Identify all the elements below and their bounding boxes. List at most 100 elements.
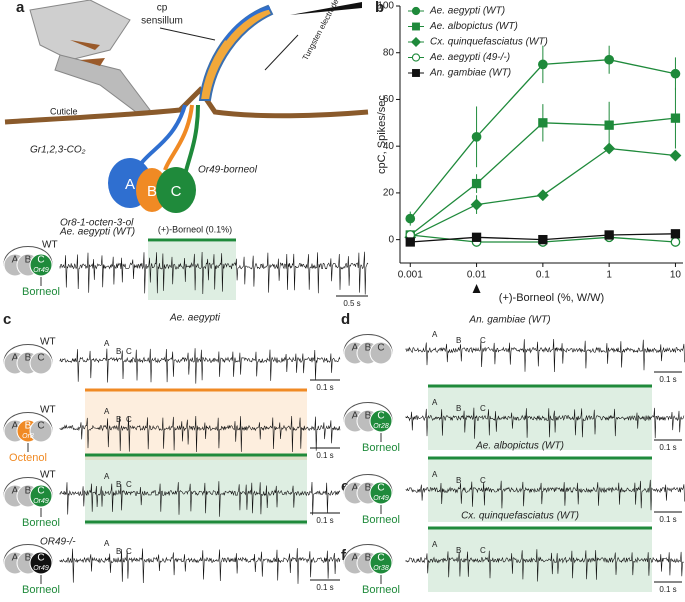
label: Cuticle [50,106,78,116]
marker [670,229,681,239]
stimulus-shade [85,522,307,592]
spike-letter: A [104,472,110,481]
neuron-letter: A [352,343,359,354]
neuron-letter: C [377,411,384,422]
neuron [369,341,393,365]
neuron-letter: B [25,486,32,497]
odor: Octenol [9,452,47,464]
spike-letter: B [456,404,461,413]
receptor: Or49 [33,565,49,572]
x-tick-label: 0.1 [536,270,550,281]
trace [405,338,685,373]
neuron [29,484,53,508]
odor: Borneol [22,584,60,596]
trace [59,251,369,295]
scale-label: 0.1 s [659,443,676,452]
label: cp [157,3,168,14]
icon-outline [3,544,53,565]
marker [538,234,548,245]
neuron [369,409,393,433]
panel-label: b [375,0,384,16]
marker [471,178,482,189]
spike-letter: A [432,540,438,549]
spike-letter: B [116,480,121,489]
panel-title: An. gambiae (WT) [468,315,550,326]
icon-outline [3,412,53,433]
label: Tungsten electrode [301,0,341,62]
label: Or8-1-octen-3-ol [60,218,134,229]
trace [59,548,341,584]
marker [411,53,421,62]
panel-label: d [341,311,350,328]
neuron-letter: C [37,553,44,564]
marker [405,213,416,224]
icon-outline [3,477,53,498]
x-axis-label: (+)-Borneol (%, W/W) [499,292,604,304]
odor: Borneol [22,517,60,529]
trace [59,348,341,384]
y-tick-label: 40 [383,141,395,152]
leader [159,27,216,41]
scale-label: 0.1 s [316,451,333,460]
legend-label: Ae. albopictus (WT) [429,21,518,32]
neuron-letter: C [37,486,44,497]
y-tick-label: 100 [377,1,394,12]
marker [669,149,682,162]
icon-outline [3,246,53,267]
label: Or49-borneol [198,165,258,176]
genotype: WT [40,470,56,481]
icon-outline [343,474,393,495]
marker [412,69,420,77]
spike-letter: A [104,407,110,416]
marker [670,113,681,123]
receptor: Or38 [373,565,389,572]
neuron-letter: A [12,486,19,497]
marker [670,68,681,79]
label: Gr1,2,3-CO₂ [30,145,86,156]
trace-title: Ae. aegypti (WT) [59,227,135,238]
scale-label: 0.1 s [659,585,676,594]
leader [264,34,299,71]
genotype: WT [40,405,56,416]
trace [405,407,685,439]
spike-letter: A [104,539,110,548]
spike-letter: C [480,546,486,555]
legend-label: An. gambiae (WT) [429,68,511,79]
marker [536,189,549,202]
odor: Borneol [362,514,400,526]
neuron-letter: B [25,421,32,432]
odor: Borneol [362,442,400,454]
spike-letter: C [480,404,486,413]
receptor: Or49 [33,267,49,274]
neuron-letter: A [352,553,359,564]
receptor: Or49 [33,498,49,505]
neuron [369,551,393,575]
spike-letter: B [456,336,461,345]
spike-letter: B [456,476,461,485]
x-tick-label: 0.001 [398,270,423,281]
icon-outline [343,402,393,423]
neuron [29,351,53,375]
marker [538,59,548,70]
y-tick-label: 0 [388,234,394,245]
scale-label: 0.1 s [316,383,333,392]
neuron-letter: A [12,553,19,564]
spike-letter: C [126,415,132,424]
marker [603,142,616,155]
marker [604,120,614,130]
neuron-letter: C [37,255,44,266]
neuron-letter: B [365,411,372,422]
panel-title: Cx. quinquefasciatus (WT) [461,511,579,522]
concentration-marker [472,284,481,293]
receptor: Or28 [373,423,389,430]
x-tick-label: 1 [606,270,612,281]
y-tick-label: 60 [383,94,395,105]
neuron [29,253,53,277]
odor: Borneol [362,584,400,596]
icon-outline [343,334,393,355]
